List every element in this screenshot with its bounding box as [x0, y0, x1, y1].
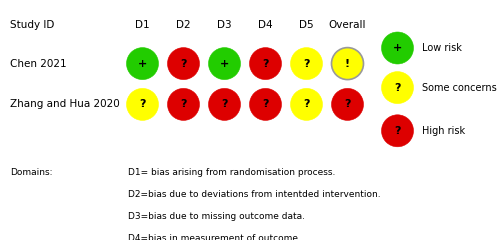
Ellipse shape — [332, 48, 364, 80]
Text: Chen 2021: Chen 2021 — [10, 59, 66, 69]
Text: +: + — [393, 43, 402, 53]
Text: Low risk: Low risk — [422, 43, 462, 53]
Ellipse shape — [290, 48, 322, 80]
Text: ?: ? — [180, 59, 187, 69]
Text: D2=bias due to deviations from intentded intervention.: D2=bias due to deviations from intentded… — [128, 190, 380, 199]
Text: +: + — [138, 59, 147, 69]
Text: D1: D1 — [135, 20, 150, 30]
Ellipse shape — [250, 48, 282, 80]
Ellipse shape — [382, 72, 414, 104]
Text: D3=bias due to missing outcome data.: D3=bias due to missing outcome data. — [128, 212, 304, 221]
Ellipse shape — [208, 88, 240, 120]
Text: High risk: High risk — [422, 126, 465, 136]
Text: D2: D2 — [176, 20, 191, 30]
Text: D1= bias arising from randomisation process.: D1= bias arising from randomisation proc… — [128, 168, 335, 177]
Ellipse shape — [382, 32, 414, 64]
Ellipse shape — [290, 88, 322, 120]
Text: ?: ? — [394, 83, 401, 93]
Text: ?: ? — [344, 99, 351, 109]
Text: ?: ? — [262, 59, 268, 69]
Ellipse shape — [168, 88, 200, 120]
Text: ?: ? — [303, 99, 310, 109]
Ellipse shape — [126, 48, 158, 80]
Ellipse shape — [168, 48, 200, 80]
Text: ?: ? — [262, 99, 268, 109]
Ellipse shape — [332, 88, 364, 120]
Text: ?: ? — [303, 59, 310, 69]
Text: Overall: Overall — [329, 20, 366, 30]
Ellipse shape — [382, 115, 414, 147]
Text: ?: ? — [180, 99, 187, 109]
Text: Study ID: Study ID — [10, 20, 54, 30]
Text: Some concerns: Some concerns — [422, 83, 496, 93]
Text: D5: D5 — [299, 20, 314, 30]
Text: D4: D4 — [258, 20, 273, 30]
Text: ?: ? — [221, 99, 228, 109]
Text: Zhang and Hua 2020: Zhang and Hua 2020 — [10, 99, 120, 109]
Text: D4=bias in measurement of outcome.: D4=bias in measurement of outcome. — [128, 234, 300, 240]
Text: D3: D3 — [217, 20, 232, 30]
Text: Domains:: Domains: — [10, 168, 52, 177]
Text: !: ! — [345, 59, 350, 69]
Text: ?: ? — [139, 99, 146, 109]
Text: +: + — [220, 59, 229, 69]
Ellipse shape — [126, 88, 158, 120]
Ellipse shape — [250, 88, 282, 120]
Ellipse shape — [208, 48, 240, 80]
Text: ?: ? — [394, 126, 401, 136]
